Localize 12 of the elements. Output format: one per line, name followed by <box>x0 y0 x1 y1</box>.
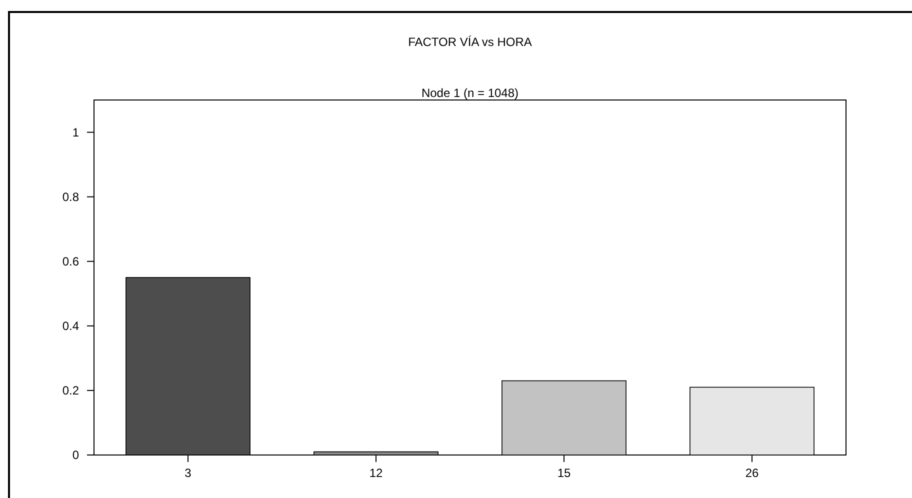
y-tick-label: 0.2 <box>62 384 80 398</box>
x-tick-label: 3 <box>184 466 192 480</box>
y-tick-label: 0.4 <box>62 319 80 334</box>
chart-title: FACTOR VÍA vs HORA <box>408 35 532 49</box>
x-tick-label: 15 <box>557 466 571 480</box>
y-tick-label: 0.8 <box>62 190 80 204</box>
y-tick-label: 0 <box>72 448 80 462</box>
y-tick-label: 1 <box>72 125 80 140</box>
x-tick-label: 26 <box>745 466 759 480</box>
chart-subtitle: Node 1 (n = 1048) <box>421 86 519 100</box>
y-tick-label: 0.6 <box>62 254 80 269</box>
x-tick-label: 12 <box>369 466 383 480</box>
